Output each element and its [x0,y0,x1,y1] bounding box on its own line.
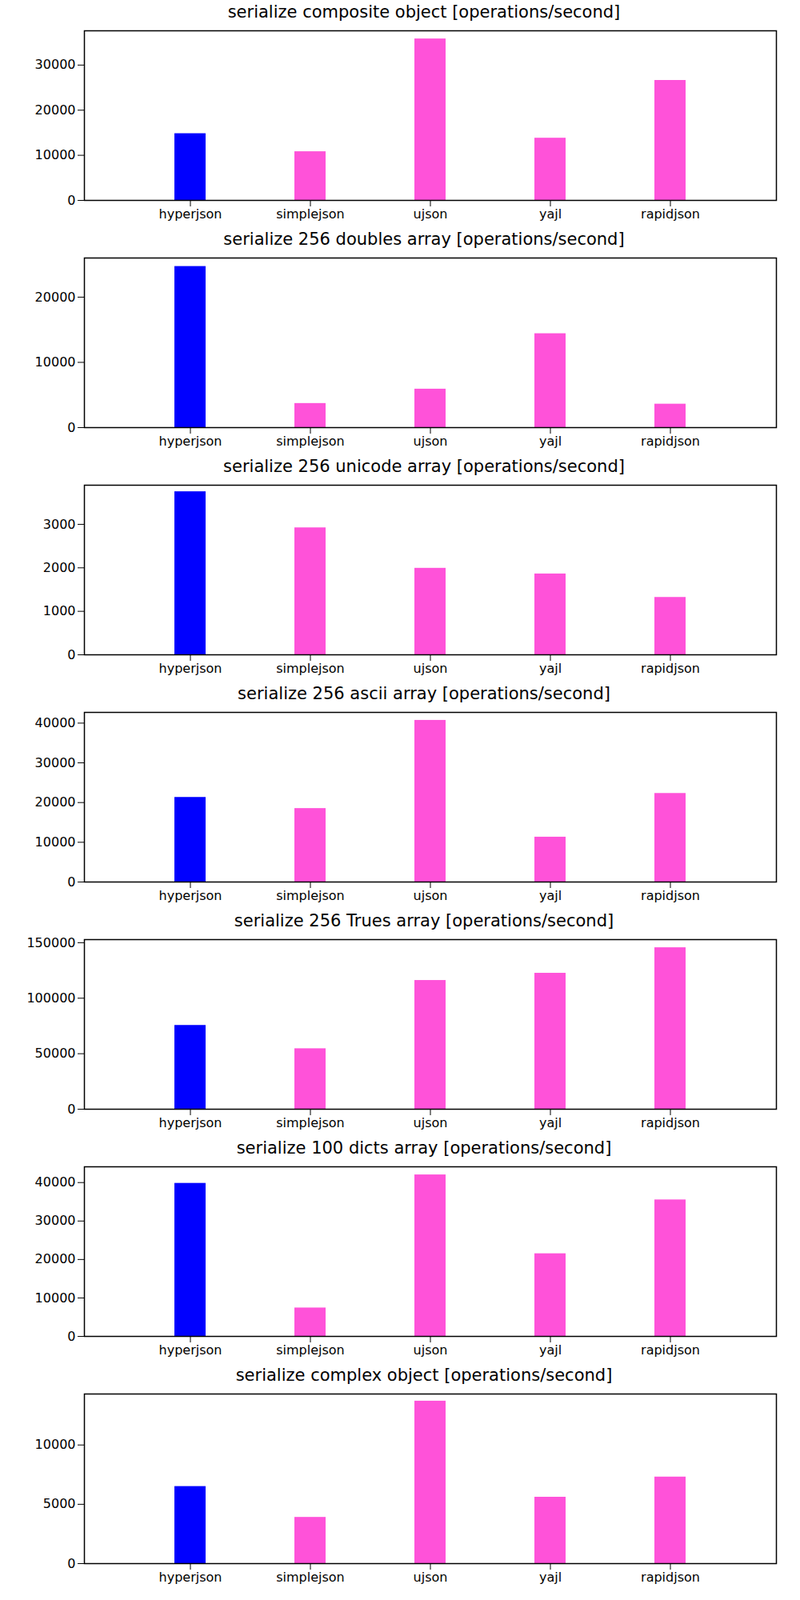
svg-text:rapidjson: rapidjson [640,1569,700,1585]
html-text:serialize 100 dicts array [ope: serialize 100 dicts array [operations/se… [236,1138,612,1158]
svg-text:100000: 100000 [26,990,76,1006]
html-text:serialize 256 unicode array [o: serialize 256 unicode array [operations/… [223,456,625,476]
svg-text:10000: 10000 [35,834,76,850]
svg-text:10000: 10000 [35,354,76,370]
svg-text:simplejson: simplejson [276,888,345,904]
svg-text:20000: 20000 [35,289,76,305]
svg-text:ujson: ujson [413,433,448,449]
svg-text:yajl: yajl [539,433,562,449]
svg-text:ujson: ujson [413,1115,448,1131]
svg-text:40000: 40000 [35,1174,76,1190]
svg-text:0: 0 [67,647,76,663]
svg-text:simplejson: simplejson [276,433,345,449]
svg-text:20000: 20000 [35,794,76,810]
svg-text:hyperjson: hyperjson [159,1115,223,1131]
html-text:serialize composite object [op: serialize composite object [operations/s… [227,2,621,22]
svg-text:hyperjson: hyperjson [159,888,223,904]
svg-text:rapidjson: rapidjson [640,1342,700,1358]
svg-text:yajl: yajl [539,660,562,676]
svg-text:rapidjson: rapidjson [640,888,700,904]
svg-text:50000: 50000 [35,1045,76,1061]
html-text:serialize 256 Trues array [ope: serialize 256 Trues array [operations/se… [234,911,614,931]
html-text:serialize complex object [oper: serialize complex object [operations/sec… [235,1365,613,1385]
svg-text:yajl: yajl [539,206,562,222]
svg-text:150000: 150000 [26,935,76,951]
html-text:serialize 256 ascii array [ope: serialize 256 ascii array [operations/se… [237,684,611,704]
svg-text:hyperjson: hyperjson [159,206,223,222]
svg-text:rapidjson: rapidjson [640,660,700,676]
svg-text:30000: 30000 [35,1212,76,1228]
svg-text:yajl: yajl [539,888,562,904]
svg-text:hyperjson: hyperjson [159,1569,223,1585]
html-text:serialize 256 doubles array [o: serialize 256 doubles array [operations/… [223,229,625,249]
svg-text:rapidjson: rapidjson [640,433,700,449]
svg-text:5000: 5000 [43,1496,76,1512]
svg-text:ujson: ujson [413,660,448,676]
svg-text:40000: 40000 [35,715,76,731]
svg-text:hyperjson: hyperjson [159,433,223,449]
svg-text:simplejson: simplejson [276,660,345,676]
svg-text:20000: 20000 [35,1251,76,1267]
svg-text:ujson: ujson [413,206,448,222]
svg-text:ujson: ujson [413,1342,448,1358]
svg-text:20000: 20000 [35,102,76,118]
svg-text:0: 0 [67,1556,76,1572]
svg-text:simplejson: simplejson [276,1569,345,1585]
svg-text:0: 0 [67,192,76,208]
svg-text:rapidjson: rapidjson [640,206,700,222]
svg-text:10000: 10000 [35,1436,76,1452]
svg-text:10000: 10000 [35,1290,76,1306]
svg-text:rapidjson: rapidjson [640,1115,700,1131]
svg-text:ujson: ujson [413,1569,448,1585]
svg-text:simplejson: simplejson [276,1115,345,1131]
svg-text:3000: 3000 [43,516,76,532]
svg-text:yajl: yajl [539,1569,562,1585]
svg-text:hyperjson: hyperjson [159,660,223,676]
svg-text:2000: 2000 [43,560,76,576]
svg-text:30000: 30000 [35,56,76,72]
svg-text:0: 0 [67,420,76,436]
svg-text:1000: 1000 [43,603,76,619]
svg-text:simplejson: simplejson [276,206,345,222]
svg-text:0: 0 [67,1101,76,1117]
svg-text:hyperjson: hyperjson [159,1342,223,1358]
svg-text:0: 0 [67,874,76,890]
svg-text:yajl: yajl [539,1115,562,1131]
svg-text:30000: 30000 [35,755,76,771]
svg-text:ujson: ujson [413,888,448,904]
svg-text:0: 0 [67,1328,76,1344]
svg-text:yajl: yajl [539,1342,562,1358]
svg-text:10000: 10000 [35,147,76,163]
svg-text:simplejson: simplejson [276,1342,345,1358]
